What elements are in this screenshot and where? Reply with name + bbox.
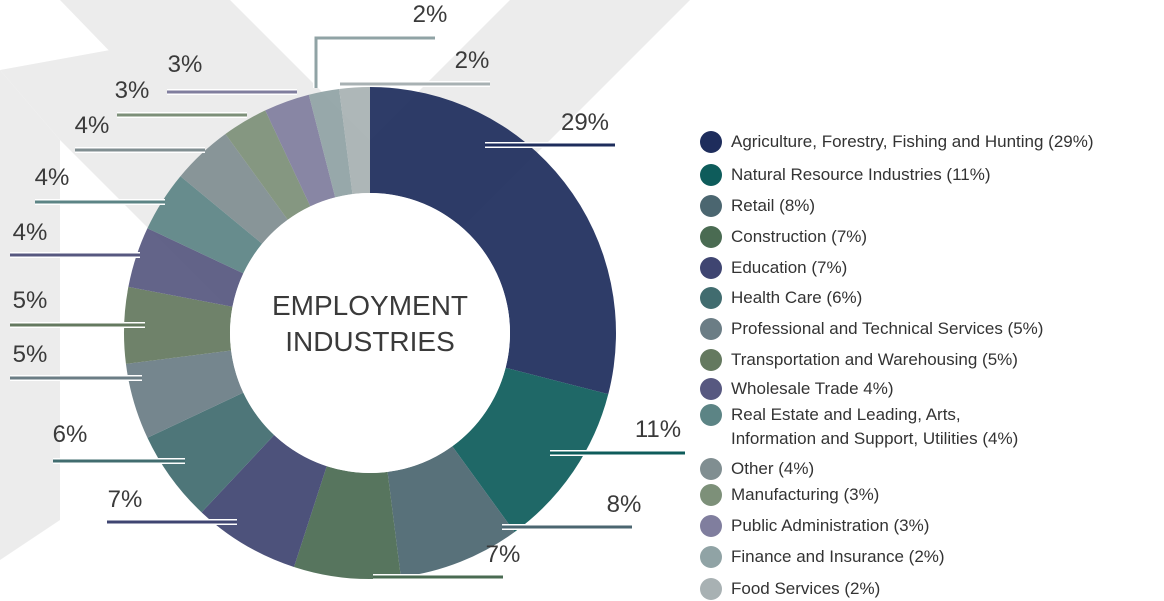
- legend-item: Finance and Insurance (2%): [700, 546, 945, 569]
- legend-swatch: [700, 349, 722, 371]
- legend-swatch: [700, 378, 722, 400]
- data-label: 11%: [635, 416, 681, 443]
- slice: [308, 88, 353, 198]
- donut-hole: [230, 193, 510, 473]
- legend-item: Other (4%): [700, 458, 814, 481]
- slice: [225, 110, 311, 220]
- legend-item: Food Services (2%): [700, 578, 880, 601]
- legend-label: Health Care (6%): [731, 288, 863, 307]
- legend-item: Wholesale Trade 4%): [700, 378, 894, 401]
- slice: [201, 435, 327, 567]
- legend-label: Retail (8%): [731, 196, 816, 215]
- legend-swatch: [700, 257, 722, 279]
- data-label: 7%: [486, 541, 521, 568]
- legend-item: Retail (8%): [700, 195, 815, 218]
- slice: [370, 87, 617, 395]
- legend-label: Finance and Insurance (2%): [731, 547, 945, 566]
- legend-swatch: [700, 546, 722, 568]
- data-label: 3%: [115, 77, 150, 104]
- data-label: 3%: [168, 51, 203, 78]
- legend-label: Food Services (2%): [731, 579, 881, 598]
- legend-label: Professional and Technical Services (5%): [731, 319, 1044, 338]
- data-label: 7%: [108, 486, 143, 513]
- data-label: 4%: [13, 219, 48, 246]
- data-label: 4%: [35, 164, 70, 191]
- legend-item: Natural Resource Industries (11%): [700, 164, 991, 187]
- slice: [387, 446, 515, 578]
- data-label: 8%: [607, 491, 642, 518]
- slice: [128, 228, 244, 307]
- legend-label: Real Estate and Leading, Arts, Informati…: [731, 405, 1019, 448]
- legend-item: Real Estate and Leading, Arts, Informati…: [700, 404, 1018, 451]
- legend-item: Education (7%): [700, 257, 847, 280]
- legend-item: Transportation and Warehousing (5%): [700, 349, 1018, 372]
- legend-swatch: [700, 578, 722, 600]
- slice: [125, 350, 244, 438]
- slice: [180, 133, 288, 244]
- slice: [293, 466, 401, 580]
- legend-swatch: [700, 131, 722, 153]
- legend-label: Agriculture, Forestry, Fishing and Hunti…: [731, 132, 1094, 151]
- slice: [147, 392, 275, 513]
- slice: [265, 94, 336, 207]
- legend-label: Other (4%): [731, 459, 815, 478]
- legend-label: Public Administration (3%): [731, 516, 930, 535]
- center-label: EMPLOYMENT: [272, 290, 468, 321]
- data-label: 29%: [561, 109, 609, 136]
- legend-swatch: [700, 515, 722, 537]
- legend-swatch: [700, 484, 722, 506]
- data-label: 5%: [13, 341, 48, 368]
- leader-line: [314, 36, 435, 88]
- legend-label: Construction (7%): [731, 227, 868, 246]
- legend-label: Wholesale Trade 4%): [731, 379, 894, 398]
- legend-item: Agriculture, Forestry, Fishing and Hunti…: [700, 131, 1094, 154]
- legend-swatch: [700, 404, 722, 426]
- legend-label: Manufacturing (3%): [731, 485, 880, 504]
- legend-item: Public Administration (3%): [700, 515, 929, 538]
- data-label: 4%: [75, 112, 110, 139]
- data-label: 6%: [53, 421, 88, 448]
- legend-swatch: [700, 164, 722, 186]
- legend-label: Transportation and Warehousing (5%): [731, 350, 1018, 369]
- leader-line: [313, 35, 435, 88]
- data-label: 2%: [455, 47, 490, 74]
- slice: [339, 87, 370, 195]
- data-label: 5%: [13, 287, 48, 314]
- legend-swatch: [700, 458, 722, 480]
- slice: [147, 176, 263, 274]
- slice: [123, 286, 233, 364]
- legend-item: Health Care (6%): [700, 287, 862, 310]
- legend-item: Professional and Technical Services (5%): [700, 318, 1043, 341]
- legend-swatch: [700, 318, 722, 340]
- legend-swatch: [700, 287, 722, 309]
- legend-swatch: [700, 195, 722, 217]
- legend-label: Education (7%): [731, 258, 848, 277]
- data-label: 2%: [413, 1, 448, 28]
- center-label: INDUSTRIES: [285, 326, 455, 357]
- slice: [452, 367, 609, 533]
- legend-swatch: [700, 226, 722, 248]
- legend-label: Natural Resource Industries (11%): [731, 165, 991, 184]
- legend-item: Construction (7%): [700, 226, 867, 249]
- legend-item: Manufacturing (3%): [700, 484, 879, 507]
